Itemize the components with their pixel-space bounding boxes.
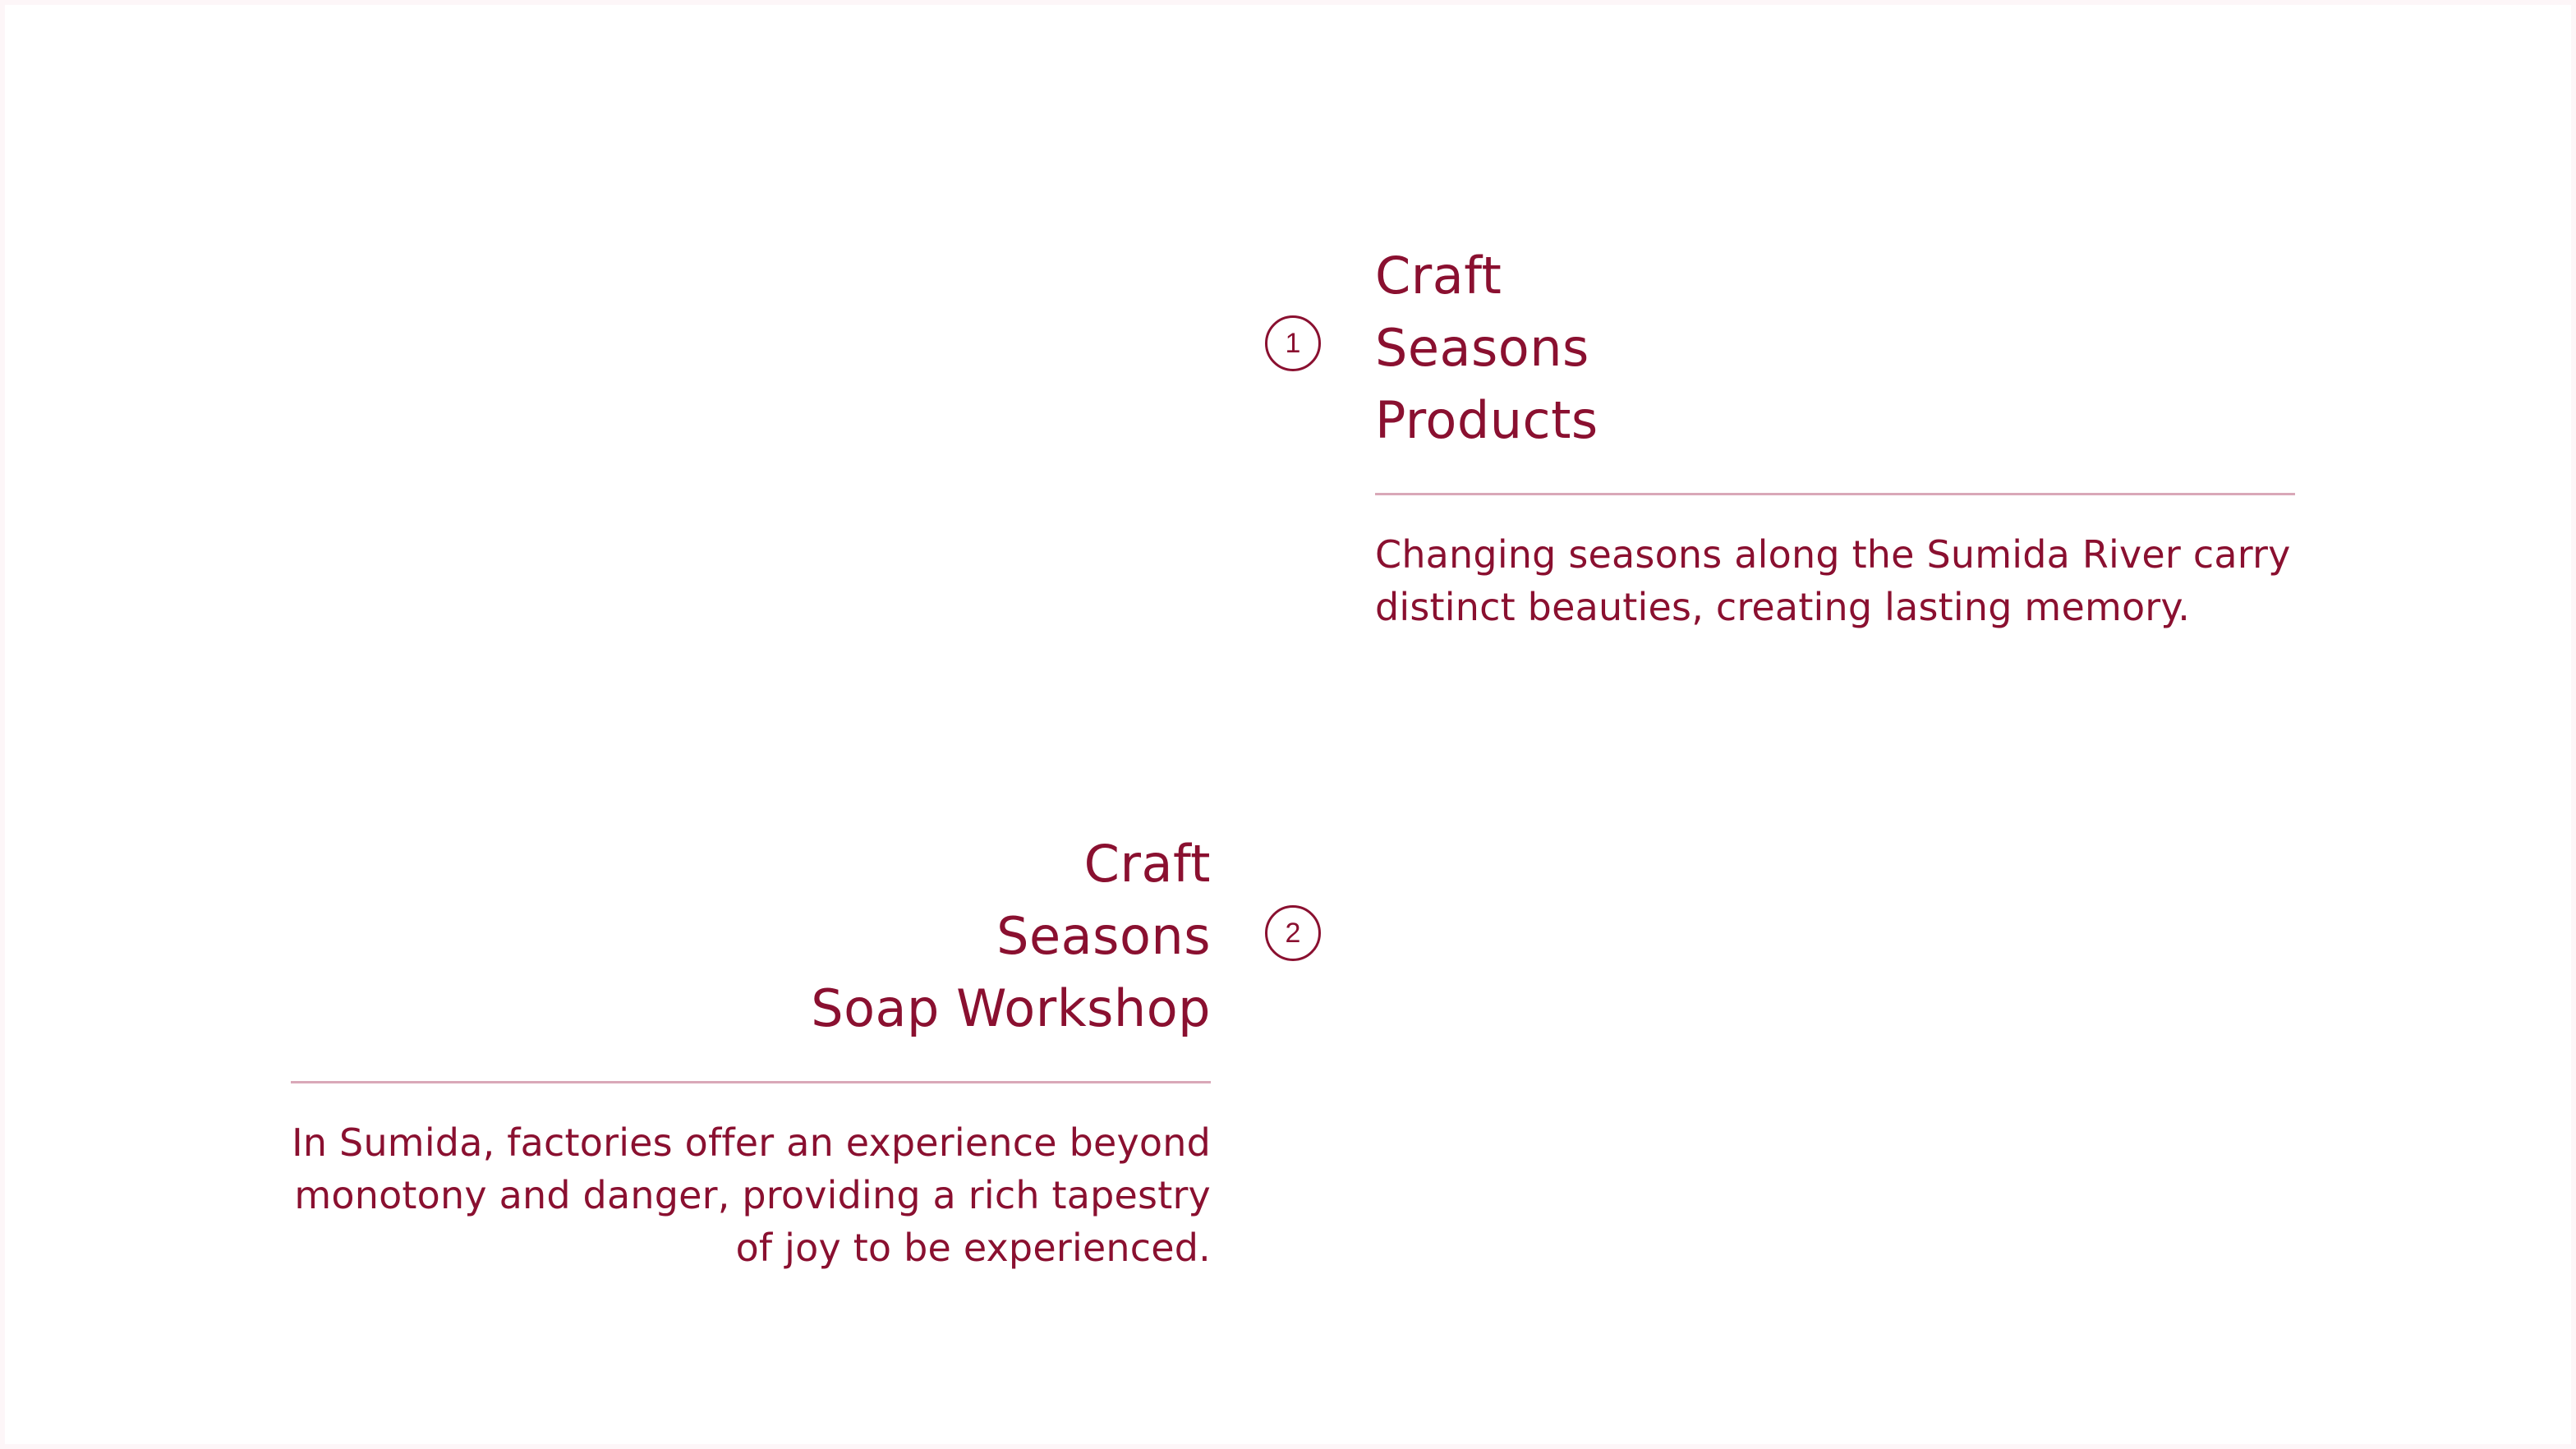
feature-title-line: Craft [1083, 834, 1211, 894]
feature-title-line: Seasons [1375, 318, 1589, 378]
feature-title-line: Seasons [996, 906, 1211, 966]
feature-title-line: Soap Workshop [811, 978, 1211, 1038]
feature-block-products: Craft Seasons Products Changing seasons … [1375, 240, 2295, 633]
divider [1375, 493, 2295, 495]
feature-title: Craft Seasons Products [1375, 240, 2295, 457]
page-canvas: 1 Craft Seasons Products Changing season… [5, 5, 2571, 1444]
feature-title-line: Craft [1375, 246, 1502, 306]
feature-block-soap-workshop: Craft Seasons Soap Workshop In Sumida, f… [291, 828, 1211, 1274]
divider [291, 1081, 1211, 1083]
step-number-badge-1: 1 [1265, 315, 1321, 371]
feature-description: In Sumida, factories offer an experience… [292, 1120, 1211, 1270]
feature-title: Craft Seasons Soap Workshop [291, 828, 1211, 1045]
step-number-badge-2: 2 [1265, 905, 1321, 961]
feature-description: Changing seasons along the Sumida River … [1375, 532, 2291, 629]
feature-title-line: Products [1375, 390, 1598, 450]
